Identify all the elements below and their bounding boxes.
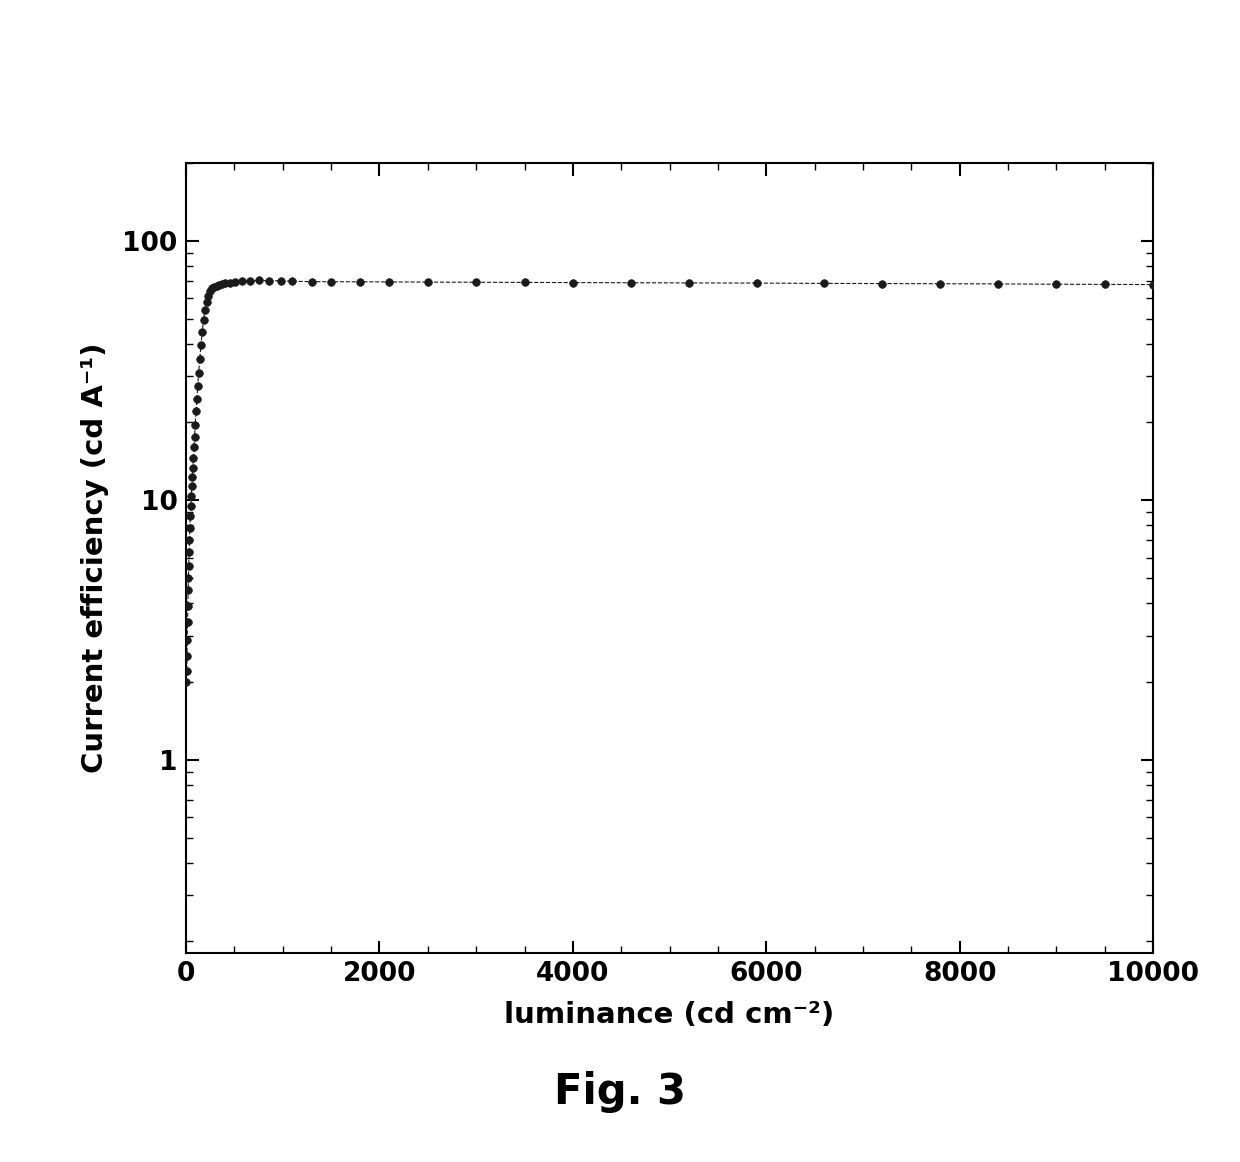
- X-axis label: luminance (cd cm⁻²): luminance (cd cm⁻²): [505, 1000, 835, 1030]
- Text: Fig. 3: Fig. 3: [554, 1071, 686, 1113]
- Y-axis label: Current efficiency (cd A⁻¹): Current efficiency (cd A⁻¹): [81, 343, 109, 773]
